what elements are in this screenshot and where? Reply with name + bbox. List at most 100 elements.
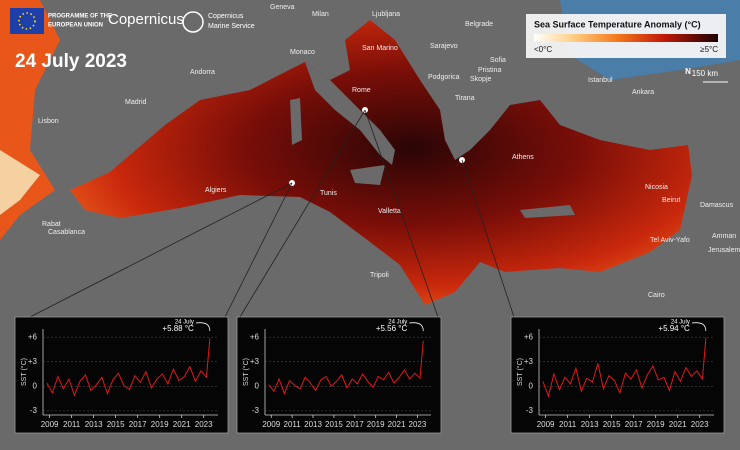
- city-label: Rome: [352, 87, 371, 94]
- city-label: Jerusalem: [708, 247, 740, 254]
- annotation-arrow: [691, 322, 707, 332]
- city-label: Pristina: [478, 67, 501, 74]
- city-label: Skopje: [470, 76, 492, 83]
- x-tick-label: 2023: [691, 420, 709, 429]
- x-tick-label: 2019: [647, 420, 665, 429]
- y-tick-label: +6: [250, 332, 260, 341]
- city-label: Madrid: [125, 99, 147, 106]
- sicily: [350, 165, 385, 185]
- city-label: Athens: [512, 154, 534, 161]
- city-label: Andorra: [190, 69, 215, 76]
- eu-stars: [18, 12, 36, 30]
- city-labels: Geneva Milan Ljubljana Belgrade Monaco San Ma…: [38, 4, 740, 299]
- y-tick-label: -3: [252, 406, 260, 415]
- sardinia: [290, 98, 302, 145]
- x-tick-label: 2021: [388, 420, 406, 429]
- x-tick-label: 2023: [409, 420, 427, 429]
- x-tick-label: 2011: [63, 420, 81, 429]
- series-line: [268, 340, 424, 396]
- series-line: [46, 338, 211, 397]
- city-label: Valletta: [378, 208, 401, 215]
- city-label: Casablanca: [48, 229, 85, 236]
- y-tick-label: 0: [33, 381, 38, 390]
- city-label: Milan: [312, 11, 329, 18]
- copernicus-logo: Copernicus: [108, 11, 184, 28]
- city-label: Tirana: [455, 95, 475, 102]
- x-tick-label: 2013: [304, 420, 322, 429]
- annotation-arrow: [195, 322, 211, 332]
- x-tick-label: 2015: [325, 420, 343, 429]
- city-label: Belgrade: [465, 21, 493, 28]
- scale-label: 150 km: [692, 69, 719, 78]
- city-label: Beirut: [662, 197, 680, 204]
- annotation-value: +5.94 °C: [658, 324, 690, 333]
- city-label: Monaco: [290, 49, 315, 56]
- marine-logo: [182, 11, 204, 33]
- date: 24 July 2023: [15, 51, 127, 72]
- y-axis-label: SST (°C): [516, 358, 524, 386]
- connector: [461, 159, 515, 318]
- legend-title: Sea Surface Temperature Anomaly (°C): [534, 19, 701, 29]
- city-label: Tunis: [320, 190, 337, 197]
- chart-box: [236, 316, 442, 434]
- connector: [364, 109, 439, 318]
- city-label: Amman: [712, 233, 736, 240]
- city-label: Ankara: [632, 89, 654, 96]
- mediterranean: [70, 20, 692, 305]
- y-tick-label: +6: [524, 332, 534, 341]
- atlantic-cool: [0, 150, 40, 215]
- legend-high: ≥5°C: [700, 45, 718, 54]
- north-arrow: N: [685, 67, 691, 76]
- x-tick-label: 2009: [41, 420, 59, 429]
- y-tick-label: +3: [524, 357, 534, 366]
- header: PROGRAMME OF THE EUROPEAN UNION Copernic…: [10, 8, 255, 72]
- x-tick-label: 2011: [284, 420, 302, 429]
- x-tick-label: 2023: [195, 420, 213, 429]
- city-label: Tel Aviv-Yafo: [650, 237, 690, 244]
- crete: [520, 205, 575, 218]
- y-tick-label: +6: [28, 332, 38, 341]
- annotation-date: 24 July: [175, 320, 194, 326]
- eu-text: PROGRAMME OF THE: [48, 14, 112, 20]
- legend-low: <0°C: [534, 45, 552, 54]
- city-label: Podgorica: [428, 74, 460, 81]
- city-label: Ljubljana: [372, 11, 400, 18]
- legend: Sea Surface Temperature Anomaly (°C) <0°…: [526, 14, 728, 83]
- x-tick-label: 2019: [151, 420, 169, 429]
- x-tick-label: 2011: [559, 420, 577, 429]
- x-tick-label: 2015: [107, 420, 125, 429]
- x-tick-label: 2013: [581, 420, 599, 429]
- x-tick-label: 2013: [85, 420, 103, 429]
- city-label: Rabat: [42, 221, 61, 228]
- city-label: Damascus: [700, 202, 734, 209]
- chart-box: [14, 316, 229, 434]
- y-axis-label: SST (°C): [242, 358, 250, 386]
- chart-box: [510, 316, 725, 434]
- connector: [29, 182, 293, 318]
- marine-text: Copernicus: [208, 13, 244, 20]
- city-label: Sofia: [490, 57, 506, 64]
- marine-text: Marine Service: [208, 23, 255, 30]
- city-label: Cairo: [648, 292, 665, 299]
- markers: [29, 107, 515, 318]
- x-tick-label: 2017: [129, 420, 147, 429]
- city-label: Sarajevo: [430, 43, 458, 50]
- city-label: Lisbon: [38, 118, 59, 125]
- x-tick-label: 2021: [669, 420, 687, 429]
- annotation-value: +5.88 °C: [162, 324, 194, 333]
- y-tick-label: +3: [250, 357, 260, 366]
- y-tick-label: -3: [526, 406, 534, 415]
- annotation-value: +5.56 °C: [376, 324, 408, 333]
- eu-text: EUROPEAN UNION: [48, 23, 103, 29]
- city-label: Geneva: [270, 4, 295, 11]
- connector: [224, 182, 293, 318]
- series-line: [542, 337, 707, 398]
- annotation-arrow: [409, 322, 424, 332]
- x-tick-label: 2019: [367, 420, 385, 429]
- x-tick-label: 2009: [537, 420, 555, 429]
- italy: [305, 62, 395, 165]
